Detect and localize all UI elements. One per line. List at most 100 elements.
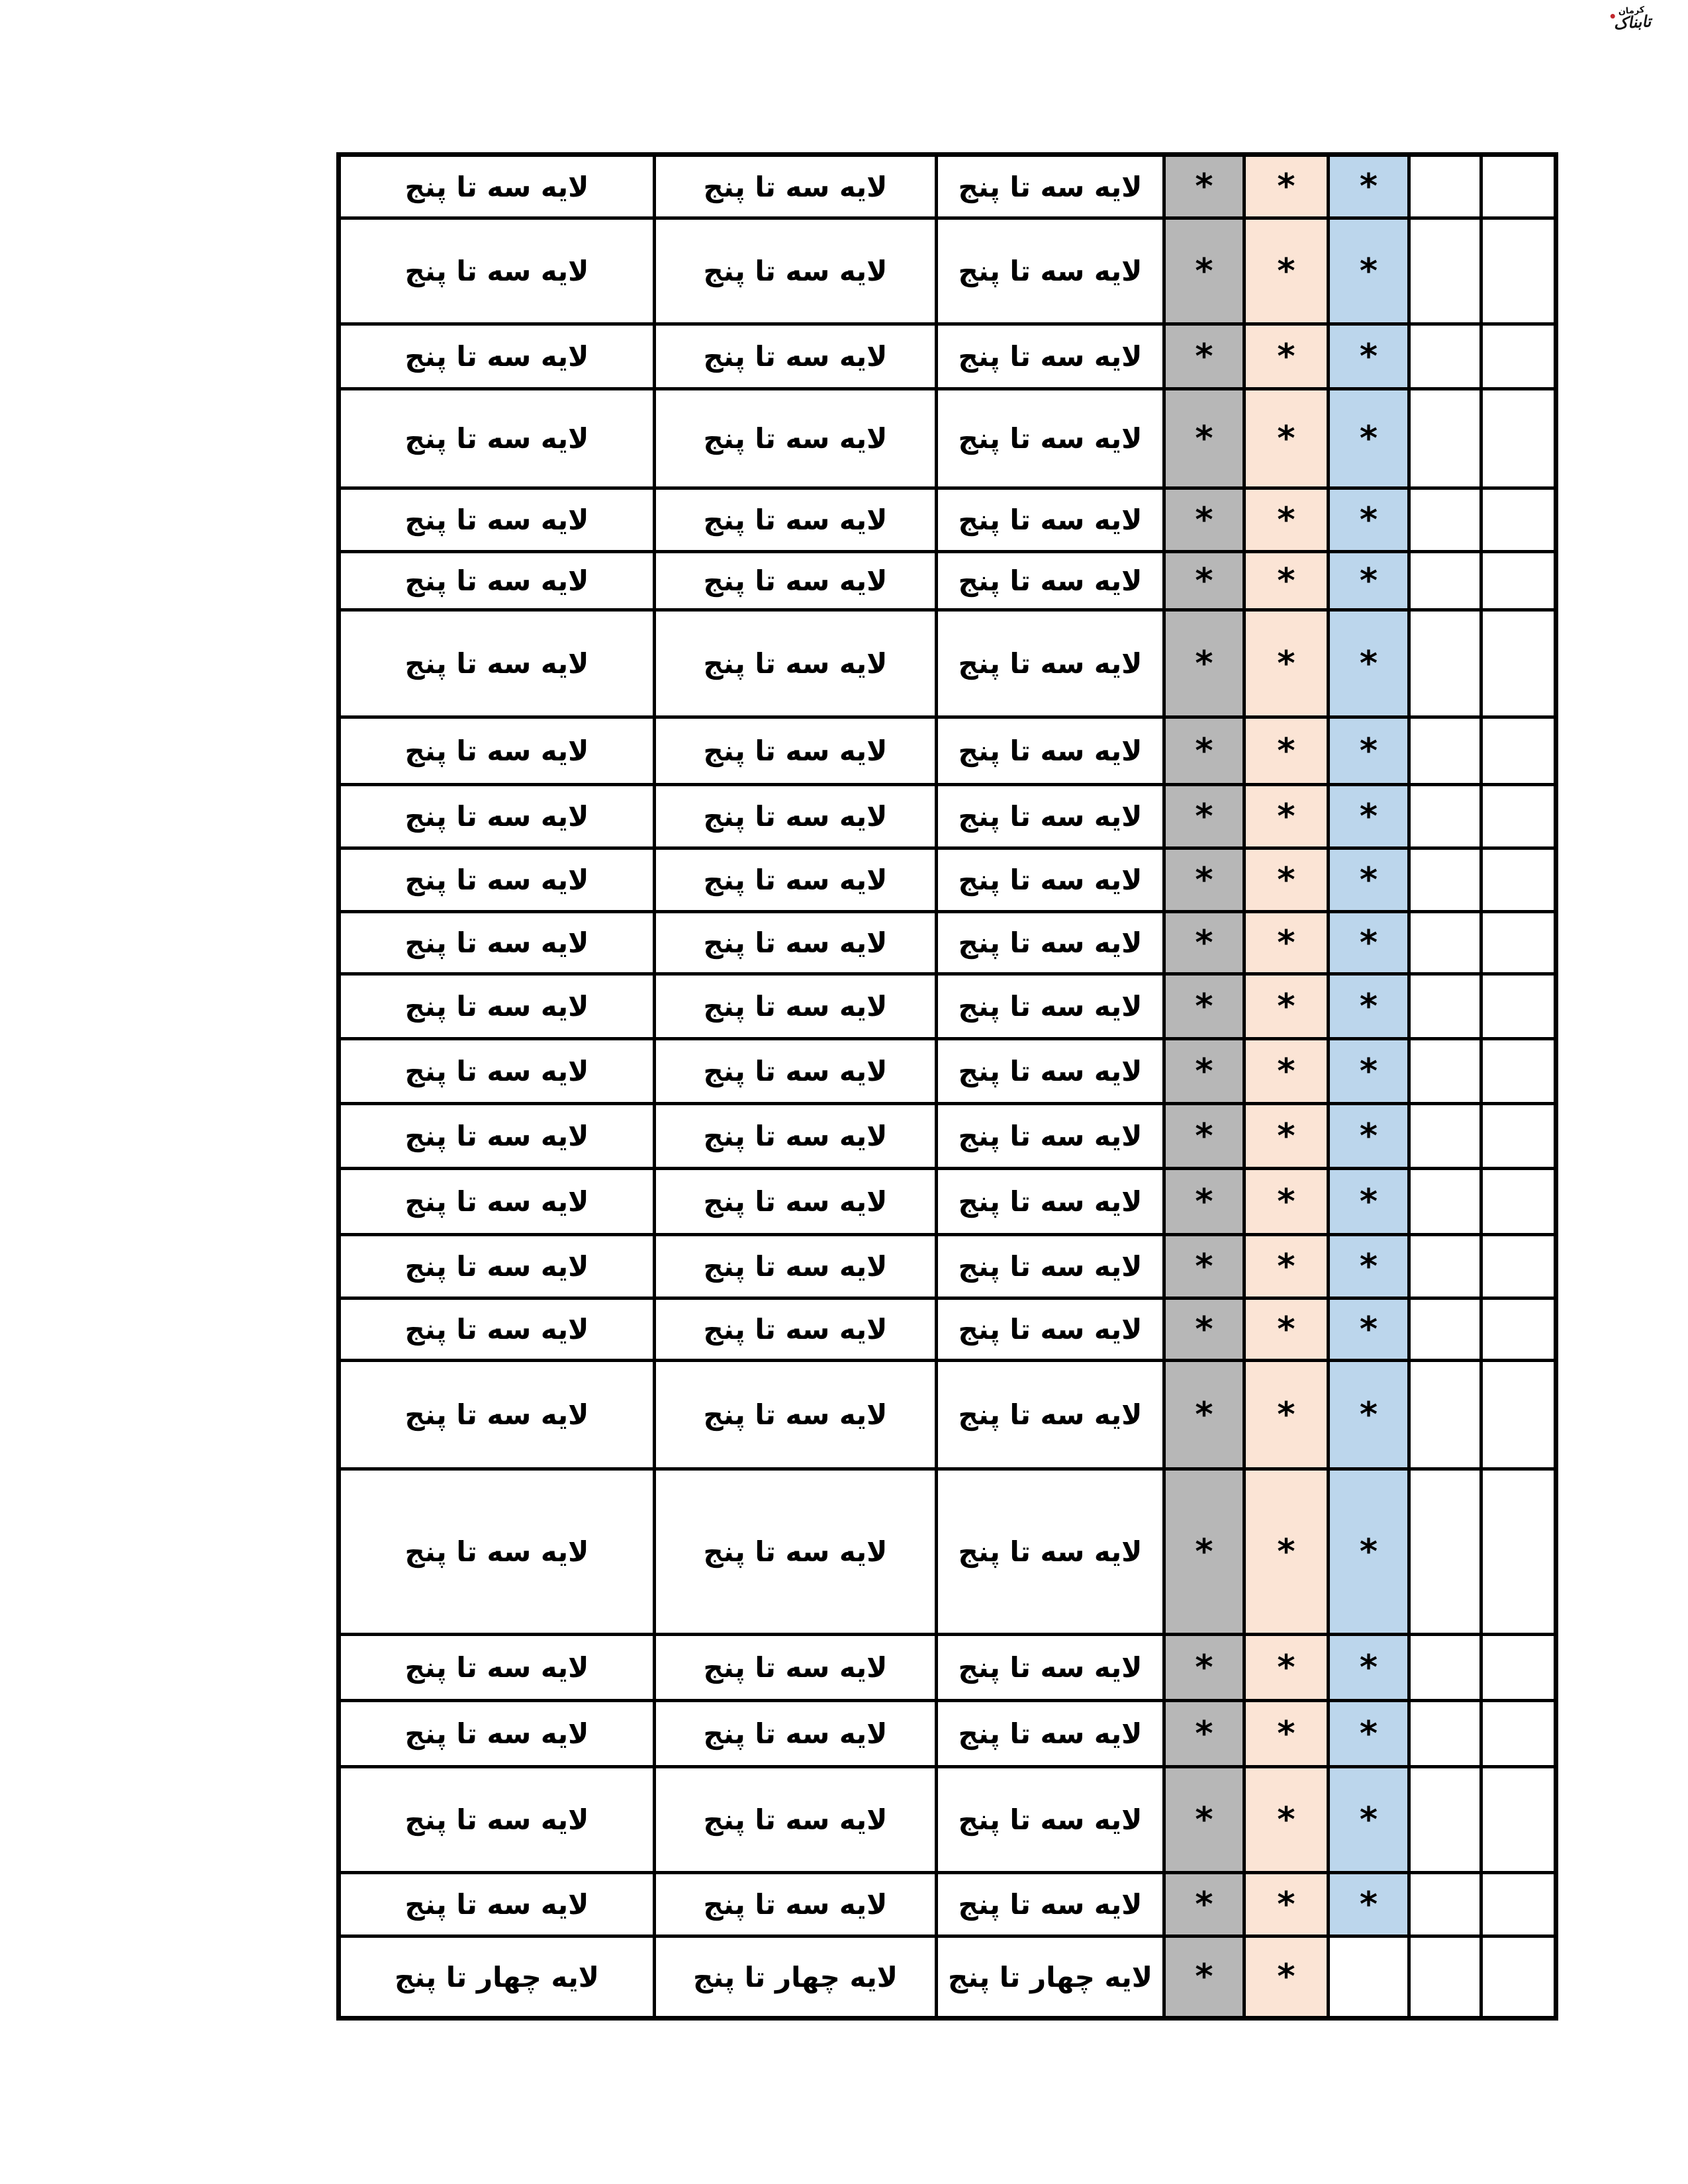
layer-label-cell: لایه سه تا پنج [935,1297,1166,1362]
layer-label-cell: لایه سه تا پنج [337,1871,656,1938]
mark-cell-blue: * [1327,1102,1411,1170]
layer-label-cell: لایه سه تا پنج [337,1167,656,1236]
table-row: لایه سه تا پنج لایه سه تا پنج لایه سه تا پ… [337,486,1558,553]
mark-cell-blue: * [1327,216,1411,326]
layer-label-cell: لایه سه تا پنج [935,1871,1166,1938]
mark-cell-gray: * [1162,1871,1246,1938]
mark-cell-gray: * [1162,322,1246,390]
mark-cell-peach: * [1243,486,1330,553]
table-row: لایه سه تا پنج لایه سه تا پنج لایه سه تا پ… [337,1233,1558,1300]
empty-cell [1407,1102,1483,1170]
layer-label-cell: لایه سه تا پنج [653,608,938,719]
mark-cell-peach: * [1243,550,1330,612]
layer-label-cell: لایه سه تا پنج [337,715,656,786]
layer-label-cell: لایه سه تا پنج [653,216,938,326]
mark-cell-blue: * [1327,486,1411,553]
layer-label-cell: لایه سه تا پنج [653,1037,938,1105]
layer-label-cell: لایه سه تا پنج [935,1359,1166,1471]
layer-table-body: لایه سه تا پنج لایه سه تا پنج لایه سه تا پ… [337,153,1558,2020]
empty-cell [1407,1467,1483,1636]
mark-cell-gray: * [1162,1102,1246,1170]
mark-cell-gray: * [1162,1467,1246,1636]
mark-cell-peach: * [1243,1934,1330,2020]
mark-cell-blue: * [1327,1297,1411,1362]
empty-cell [1479,1102,1558,1170]
layer-label-cell: لایه سه تا پنج [653,486,938,553]
empty-cell [1407,322,1483,390]
mark-cell-peach: * [1243,846,1330,913]
table-row: لایه سه تا پنج لایه سه تا پنج لایه سه تا پ… [337,1765,1558,1874]
mark-cell-blue: * [1327,1233,1411,1300]
empty-cell [1479,1359,1558,1471]
empty-cell [1479,1699,1558,1768]
layer-label-cell: لایه سه تا پنج [653,1699,938,1768]
mark-cell-peach: * [1243,1765,1330,1874]
mark-cell-blue: * [1327,715,1411,786]
table-row: لایه سه تا پنج لایه سه تا پنج لایه سه تا پ… [337,608,1558,719]
empty-cell [1407,550,1483,612]
table-row: لایه سه تا پنج لایه سه تا پنج لایه سه تا پ… [337,910,1558,976]
empty-cell [1479,1167,1558,1236]
empty-cell [1407,1037,1483,1105]
empty-cell [1407,846,1483,913]
mark-cell-blue: * [1327,387,1411,490]
empty-cell [1407,1871,1483,1938]
mark-cell-peach: * [1243,972,1330,1040]
mark-cell-gray: * [1162,1233,1246,1300]
mark-cell-gray: * [1162,715,1246,786]
layer-label-cell: لایه سه تا پنج [337,387,656,490]
layer-label-cell: لایه سه تا پنج [653,1233,938,1300]
empty-cell [1479,1297,1558,1362]
mark-cell-blue: * [1327,1871,1411,1938]
layer-label-cell: لایه سه تا پنج [653,1765,938,1874]
layer-label-cell: لایه سه تا پنج [935,153,1166,220]
table-row: لایه سه تا پنج لایه سه تا پنج لایه سه تا پ… [337,387,1558,490]
mark-cell-blue: * [1327,910,1411,976]
empty-cell [1407,216,1483,326]
layer-label-cell: لایه سه تا پنج [337,1037,656,1105]
mark-cell-gray: * [1162,387,1246,490]
mark-cell-peach: * [1243,608,1330,719]
mark-cell-blue [1327,1934,1411,2020]
layer-label-cell: لایه سه تا پنج [653,550,938,612]
mark-cell-blue: * [1327,1167,1411,1236]
layer-label-cell: لایه سه تا پنج [337,1297,656,1362]
table-row: لایه سه تا پنج لایه سه تا پنج لایه سه تا پ… [337,1167,1558,1236]
layer-label-cell: لایه سه تا پنج [337,1633,656,1702]
empty-cell [1407,1765,1483,1874]
empty-cell [1407,1359,1483,1471]
empty-cell [1407,910,1483,976]
layer-label-cell: لایه سه تا پنج [935,322,1166,390]
empty-cell [1479,1233,1558,1300]
mark-cell-peach: * [1243,322,1330,390]
empty-cell [1479,910,1558,976]
table-row: لایه سه تا پنج لایه سه تا پنج لایه سه تا پ… [337,1102,1558,1170]
empty-cell [1479,550,1558,612]
mark-cell-peach: * [1243,1297,1330,1362]
empty-cell [1479,1037,1558,1105]
layer-label-cell: لایه سه تا پنج [337,846,656,913]
mark-cell-blue: * [1327,153,1411,220]
mark-cell-peach: * [1243,387,1330,490]
layer-label-cell: لایه سه تا پنج [337,1102,656,1170]
layer-label-cell: لایه سه تا پنج [935,1037,1166,1105]
layer-label-cell: لایه سه تا پنج [935,216,1166,326]
layer-label-cell: لایه سه تا پنج [653,322,938,390]
layer-label-cell: لایه سه تا پنج [935,715,1166,786]
layer-label-cell: لایه سه تا پنج [337,216,656,326]
empty-cell [1407,387,1483,490]
table-row: لایه سه تا پنج لایه سه تا پنج لایه سه تا پ… [337,846,1558,913]
empty-cell [1407,1699,1483,1768]
table-row: لایه سه تا پنج لایه سه تا پنج لایه سه تا پ… [337,1297,1558,1362]
empty-cell [1407,486,1483,553]
mark-cell-peach: * [1243,1467,1330,1636]
layer-label-cell: لایه سه تا پنج [337,1233,656,1300]
empty-cell [1479,387,1558,490]
layer-label-cell: لایه سه تا پنج [337,486,656,553]
empty-cell [1479,608,1558,719]
table-row: لایه سه تا پنج لایه سه تا پنج لایه سه تا پ… [337,322,1558,390]
mark-cell-gray: * [1162,216,1246,326]
layer-label-cell: لایه سه تا پنج [653,1167,938,1236]
mark-cell-blue: * [1327,783,1411,850]
layer-label-cell: لایه سه تا پنج [653,972,938,1040]
